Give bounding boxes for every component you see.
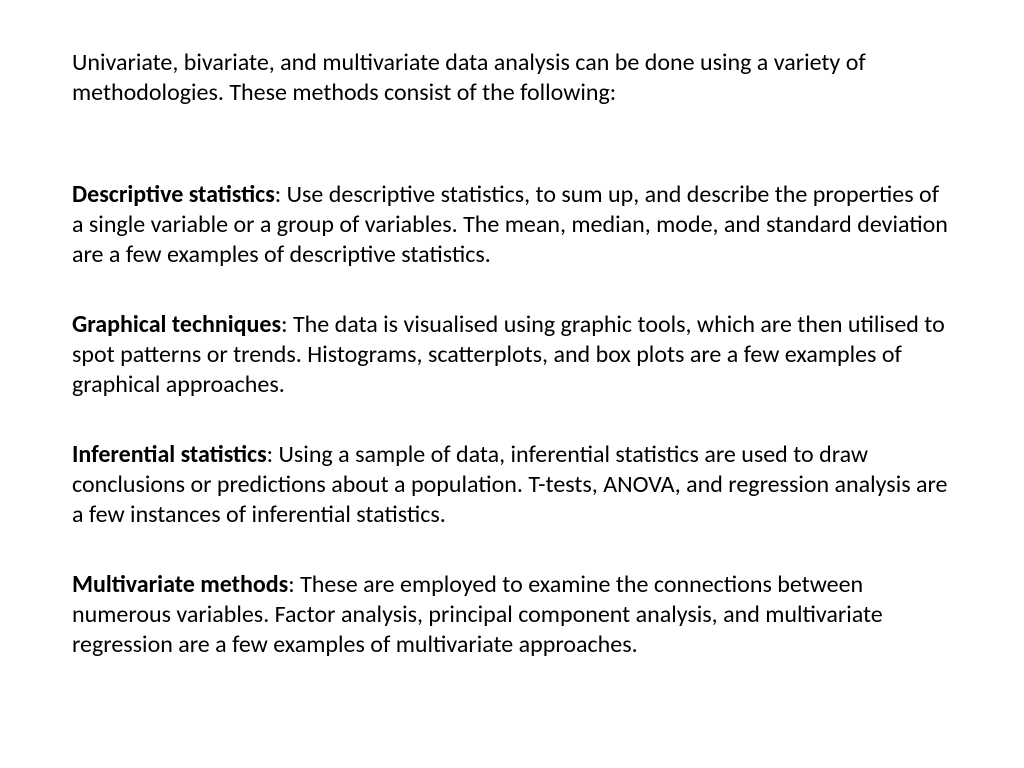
intro-paragraph: Univariate, bivariate, and multivariate … (72, 48, 952, 108)
section-title: Descriptive statistics (72, 180, 275, 209)
section-title: Graphical techniques (72, 310, 281, 339)
section-multivariate: Multivariate methods: These are employed… (72, 570, 952, 660)
section-descriptive: Descriptive statistics: Use descriptive … (72, 180, 952, 270)
section-inferential: Inferential statistics: Using a sample o… (72, 440, 952, 530)
section-title: Multivariate methods (72, 570, 288, 599)
section-title: Inferential statistics (72, 440, 267, 469)
section-graphical: Graphical techniques: The data is visual… (72, 310, 952, 400)
